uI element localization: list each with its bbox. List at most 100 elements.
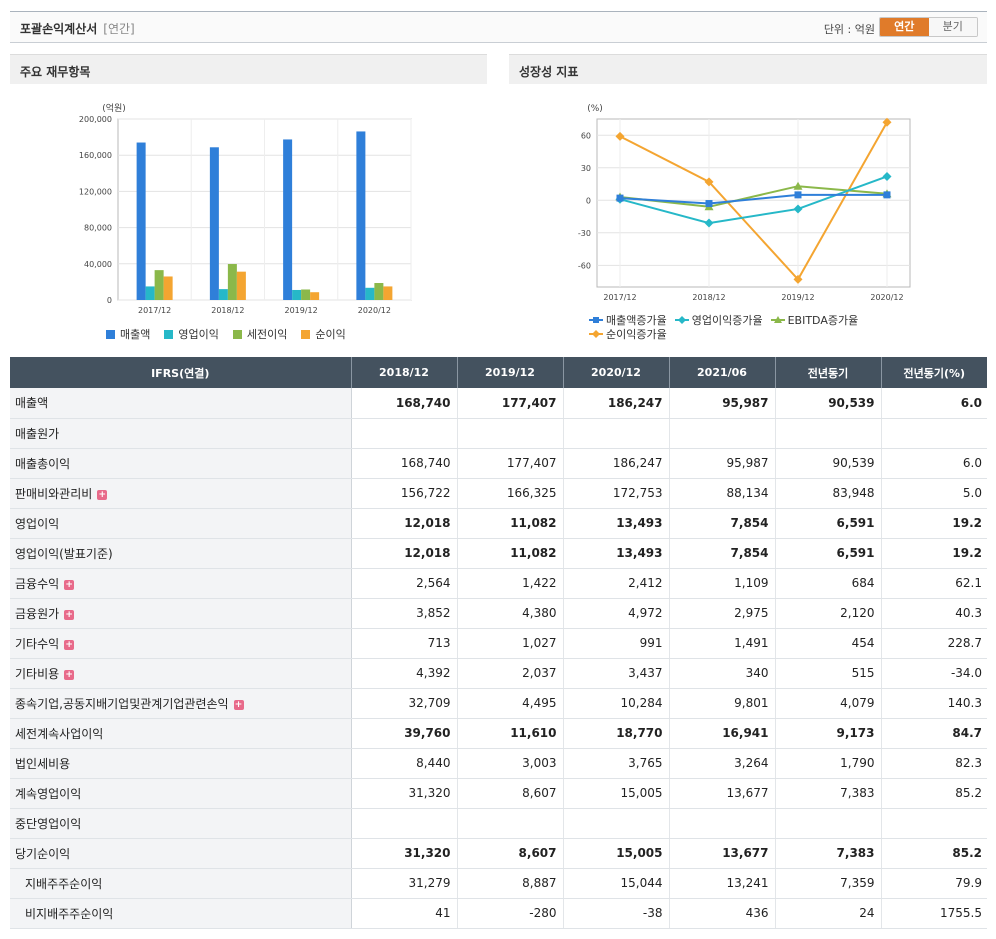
table-row: 금융수익 +2,564 1,422 2,412 1,109 684 62.1 — [10, 568, 987, 599]
table-row: 금융원가 +3,852 4,380 4,972 2,975 2,120 40.3 — [10, 598, 987, 629]
table-cell: 19.2 — [881, 538, 987, 569]
table-cell: 186,247 — [563, 448, 670, 479]
table-cell — [775, 808, 882, 839]
expand-plus-icon[interactable]: + — [64, 669, 75, 680]
table-row: 법인세비용 8,440 3,003 3,765 3,264 1,790 82.3 — [10, 748, 987, 779]
table-row: 매출액 168,740 177,407 186,247 95,987 90,539 6.0 — [10, 388, 987, 419]
column-header-2021-06: 2021/06 — [669, 357, 776, 388]
table-cell: 7,854 — [669, 538, 776, 569]
table-row: 영업이익 12,018 11,082 13,493 7,854 6,591 19.2 — [10, 507, 987, 539]
row-label: 비지배주주순이익 — [10, 898, 352, 929]
legend-label: 매출액 — [120, 328, 151, 341]
table-header-row: IFRS(연결) 2018/12 2019/12 2020/12 2021/06… — [10, 357, 987, 388]
table-cell: 2,412 — [563, 568, 670, 599]
row-label[interactable]: 판매비와관리비 + — [10, 478, 352, 509]
table-cell: 11,082 — [457, 538, 564, 569]
table-cell: 24 — [775, 898, 882, 929]
expand-plus-icon[interactable]: + — [233, 699, 244, 710]
legend-label: 세전이익 — [246, 328, 288, 341]
row-label: 중단영업이익 — [10, 808, 352, 839]
row-label[interactable]: 금융원가 + — [10, 598, 352, 629]
table-cell — [457, 418, 564, 449]
expand-plus-icon[interactable]: + — [64, 579, 75, 590]
table-cell — [351, 418, 458, 449]
bar — [301, 289, 311, 300]
y-axis-label: (%) — [587, 104, 603, 114]
legend-item: 세전이익 — [232, 327, 288, 341]
table-cell: 4,380 — [457, 598, 564, 629]
table-cell — [563, 808, 670, 839]
bar — [365, 287, 375, 300]
unit-label: 단위 : 억원 — [823, 23, 875, 36]
data-point — [882, 171, 892, 181]
row-label-text: 비지배주주순이익 — [25, 906, 114, 921]
table-cell: 15,044 — [563, 868, 670, 899]
table-cell: 4,495 — [457, 688, 564, 719]
row-label[interactable]: 기타비용 + — [10, 658, 352, 689]
table-row: 매출원가 — [10, 418, 987, 449]
table-cell: -38 — [563, 898, 670, 929]
bar — [310, 292, 320, 300]
bar — [154, 270, 164, 300]
statement-header: 포괄손익계산서 [연간] 단위 : 억원 연간 분기 — [10, 11, 987, 43]
legend-label: 매출액증가율 — [606, 314, 667, 327]
legend-label: 순이익 — [315, 328, 346, 341]
period-toggle: 연간 분기 — [879, 17, 978, 37]
data-point — [794, 191, 802, 199]
table-cell: 88,134 — [669, 478, 776, 509]
table-cell — [351, 808, 458, 839]
table-row: 세전계속사업이익 39,760 11,610 18,770 16,941 9,173 84.… — [10, 717, 987, 749]
y-tick-label: 0 — [586, 196, 591, 205]
bar — [145, 286, 155, 300]
table-cell — [669, 808, 776, 839]
table-cell: 172,753 — [563, 478, 670, 509]
row-label-text: 금융수익 — [15, 576, 60, 591]
table-cell: 15,005 — [563, 837, 670, 869]
bar — [283, 139, 293, 300]
table-cell: 1,027 — [457, 628, 564, 659]
statement-title: 포괄손익계산서 — [20, 22, 98, 36]
table-cell: 15,005 — [563, 778, 670, 809]
table-cell: 18,770 — [563, 717, 670, 749]
row-label: 계속영업이익 — [10, 778, 352, 809]
growth-line-chart: -60 -30 0 30 60 (%) 2017/12 2018/12 2019/12 2020/… — [578, 104, 911, 302]
row-label[interactable]: 기타수익 + — [10, 628, 352, 659]
table-cell: 8,607 — [457, 778, 564, 809]
bar — [374, 283, 384, 300]
table-cell: 95,987 — [669, 448, 776, 479]
table-cell: 40.3 — [881, 598, 987, 629]
table-cell: 90,539 — [775, 448, 882, 479]
table-cell: 13,493 — [563, 507, 670, 539]
legend-item: 순이익증가율 — [589, 327, 667, 341]
table-cell: 3,437 — [563, 658, 670, 689]
table-cell: 13,241 — [669, 868, 776, 899]
table-cell: 11,610 — [457, 717, 564, 749]
row-label[interactable]: 금융수익 + — [10, 568, 352, 599]
bar — [227, 264, 237, 300]
table-cell: 85.2 — [881, 837, 987, 869]
x-tick-label: 2019/12 — [285, 306, 318, 315]
table-cell: 340 — [669, 658, 776, 689]
line-chart-legend: 매출액증가율 영업이익증가율 EBITDA증가율 순이익증가율 — [589, 313, 909, 341]
table-cell: 13,677 — [669, 837, 776, 869]
table-cell: 4,392 — [351, 658, 458, 689]
table-cell — [881, 418, 987, 449]
table-cell: 1,109 — [669, 568, 776, 599]
legend-item: EBITDA증가율 — [770, 313, 858, 327]
table-cell: 713 — [351, 628, 458, 659]
row-label-text: 영업이익(발표기준) — [15, 546, 113, 561]
row-label-text: 매출원가 — [15, 426, 60, 441]
bar — [356, 131, 366, 300]
expand-plus-icon[interactable]: + — [64, 609, 75, 620]
expand-plus-icon[interactable]: + — [64, 639, 75, 650]
table-row: 판매비와관리비 +156,722 166,325 172,753 88,134 83,94… — [10, 478, 987, 509]
tab-quarterly[interactable]: 분기 — [928, 18, 977, 36]
tab-annual[interactable]: 연간 — [880, 18, 929, 36]
y-tick-label: -60 — [578, 261, 591, 270]
row-label[interactable]: 종속기업,공동지배기업및관계기업관련손익 + — [10, 688, 352, 719]
table-row: 영업이익(발표기준) 12,018 11,082 13,493 7,854 6,591 19… — [10, 538, 987, 569]
y-tick-label: 60 — [581, 131, 591, 140]
legend-marker-icon — [589, 330, 603, 338]
table-cell: 41 — [351, 898, 458, 929]
expand-plus-icon[interactable]: + — [97, 489, 108, 500]
